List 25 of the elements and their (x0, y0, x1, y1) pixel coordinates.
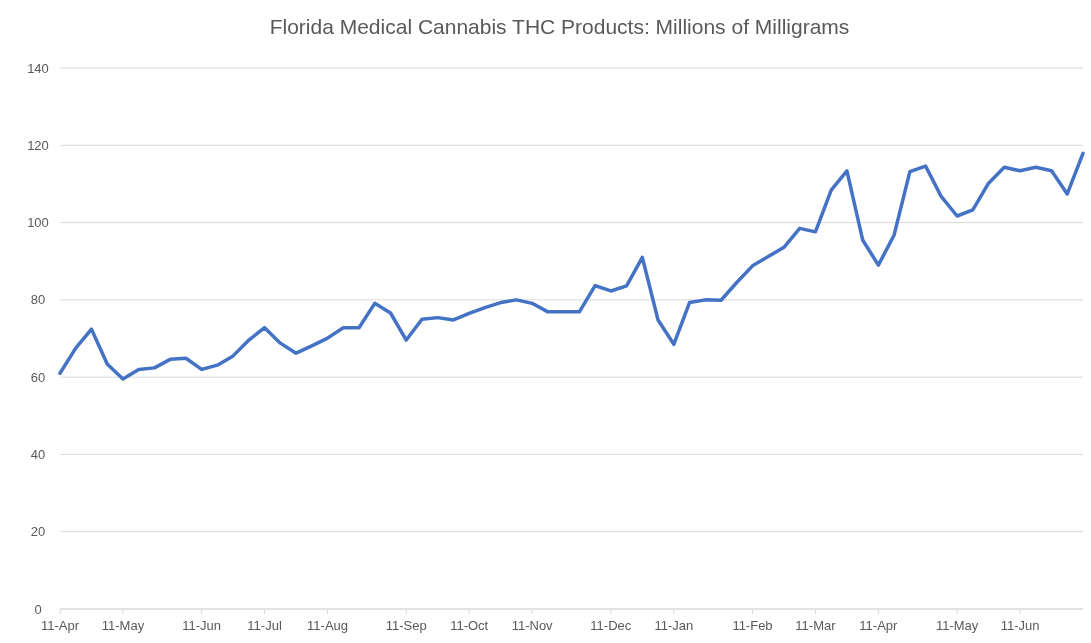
chart-title: Florida Medical Cannabis THC Products: Millions of Milligrams (269, 15, 850, 38)
y-tick-label: 140 (27, 60, 49, 76)
x-tick-label: 11-Aug (307, 618, 349, 633)
y-tick-label: 0 (34, 601, 42, 617)
y-tick-label: 80 (30, 292, 46, 308)
y-tick-label: 120 (27, 137, 49, 153)
x-tick-label: 11-Mar (795, 618, 837, 633)
x-tick-label: 11-Dec (590, 618, 632, 633)
x-tick-label: 11-Jul (247, 618, 282, 633)
x-tick-label: 11-Jan (654, 618, 694, 633)
x-tick-label: 11-Apr (859, 618, 899, 633)
x-tick-label: 11-Oct (450, 618, 489, 633)
x-tick-label: 11-Nov (511, 618, 554, 633)
x-tick-label: 11-Apr (40, 618, 80, 633)
y-tick-label: 100 (27, 215, 49, 231)
y-tick-label: 40 (30, 446, 46, 462)
y-tick-label: 60 (30, 369, 46, 385)
x-tick-label: 11-May (935, 618, 979, 633)
x-tick-label: 11-Sep (385, 618, 427, 633)
x-tick-label: 11-Jun (1000, 618, 1040, 633)
y-tick-label: 20 (30, 524, 46, 540)
line-series (58, 151, 1085, 381)
x-tick-label: 11-Feb (732, 618, 773, 633)
x-tick-label: 11-May (101, 618, 145, 633)
x-tick-label: 11-Jun (182, 618, 222, 633)
